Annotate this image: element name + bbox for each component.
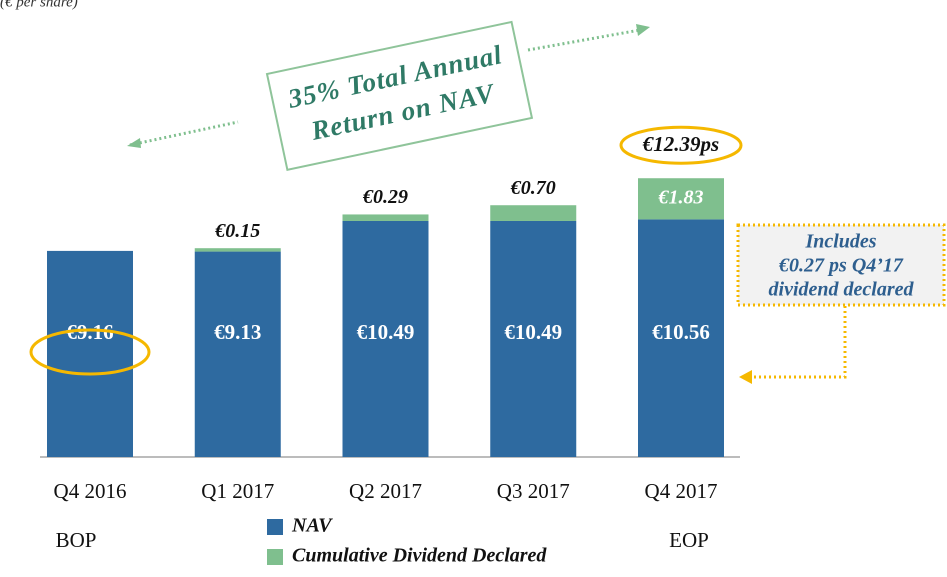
- x-tick-label: Q2 2017: [349, 479, 422, 503]
- return-box-frame: [265, 20, 534, 172]
- legend-label: NAV: [291, 515, 333, 537]
- value-label: €0.15: [214, 220, 260, 242]
- arrow-tail: [127, 138, 141, 148]
- legend-swatch: [267, 519, 283, 535]
- return-box: 35% Total Annual Return on NAV: [265, 20, 534, 172]
- value-label: €10.56: [652, 320, 710, 344]
- bar-segment: [194, 248, 281, 252]
- dividend-note: €0.27 ps Q4’17: [778, 255, 904, 277]
- value-label: €9.13: [214, 320, 261, 344]
- dividend-note: dividend declared: [769, 279, 915, 301]
- highlight-ring: [29, 328, 151, 376]
- bar-segment: [490, 220, 577, 457]
- bar-segment: [342, 214, 429, 221]
- period-label: BOP: [56, 528, 97, 552]
- bar-segment: [490, 205, 577, 221]
- legend-swatch: [267, 549, 283, 565]
- value-label: €10.49: [504, 320, 562, 344]
- bar-segment: [342, 220, 429, 457]
- x-tick-label: Q4 2016: [54, 479, 127, 503]
- total-label: €12.39ps: [642, 132, 719, 156]
- bar-segment: [194, 251, 281, 457]
- x-tick-label: Q4 2017: [645, 479, 718, 503]
- x-tick-label: Q3 2017: [497, 479, 570, 503]
- highlight-ring: [619, 125, 743, 165]
- value-label: €10.49: [357, 320, 415, 344]
- dividend-note: Includes: [804, 231, 876, 253]
- legend-label: Cumulative Dividend Declared: [292, 545, 547, 567]
- value-label: €1.83: [658, 186, 704, 208]
- x-tick-label: Q1 2017: [201, 479, 274, 503]
- value-label: €0.70: [510, 177, 556, 199]
- arrow-head: [636, 24, 650, 36]
- bar-segment: [638, 219, 724, 457]
- arrow-line: [527, 28, 641, 52]
- dividend-note-connector: [752, 306, 847, 379]
- bar-segment: [47, 250, 133, 457]
- bar-segment: [638, 178, 724, 220]
- period-label: EOP: [669, 528, 709, 552]
- arrow-head: [739, 370, 752, 384]
- value-label: €0.29: [362, 186, 408, 208]
- dividend-note-box: [736, 223, 946, 307]
- subtitle: (€ per share): [0, 0, 78, 10]
- arrow-line: [129, 120, 239, 147]
